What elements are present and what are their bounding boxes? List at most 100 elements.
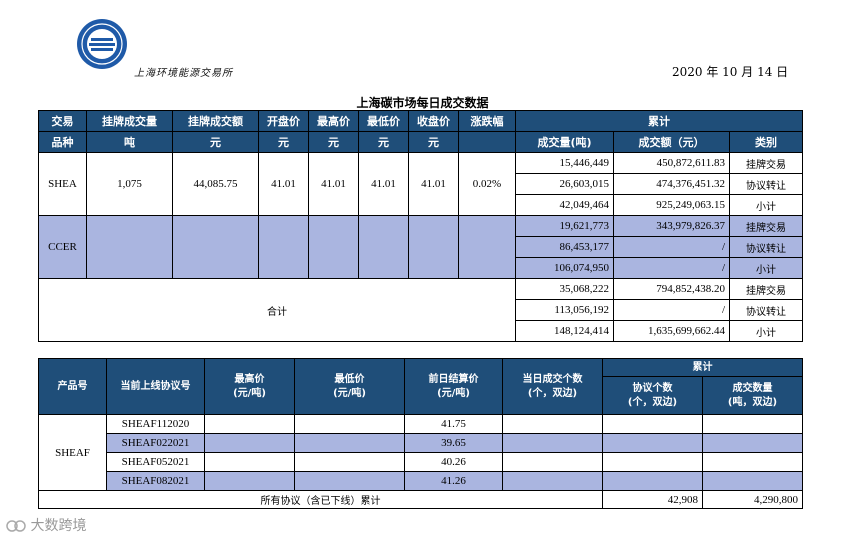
header-change: 涨跌幅 [458, 110, 516, 132]
contract-settle: 40.26 [404, 452, 503, 472]
contract-volume [702, 433, 803, 453]
header-settle-label: 前日结算价 [428, 373, 479, 385]
header-cum-volume: 成交量(吨) [515, 131, 614, 153]
contract-low [294, 452, 405, 472]
ccer-listed-volume [86, 215, 173, 279]
report-title: 上海碳市场每日成交数据 [356, 96, 489, 110]
ccer-listed-amount [172, 215, 259, 279]
watermark: 大数跨境 [6, 515, 86, 535]
header-agreements: 协议个数 (个，双边) [602, 376, 703, 415]
ccer-high [308, 215, 359, 279]
contract-count [502, 414, 603, 434]
contract-low [294, 471, 405, 491]
ccer-low [358, 215, 409, 279]
total-cum-amount: / [613, 299, 730, 321]
total-category: 协议转让 [728, 299, 804, 321]
watermark-text: 大数跨境 [30, 518, 87, 534]
contract-code: SHEAF082021 [106, 471, 205, 491]
ccer-cum-volume: 19,621,773 [515, 215, 614, 237]
header-settle-unit: (元/吨) [437, 387, 470, 399]
contract-settle: 41.75 [404, 414, 503, 434]
shea-cum-volume: 42,049,464 [515, 194, 614, 216]
total-cum-volume: 113,056,192 [515, 299, 614, 321]
header-low-label: 最低价 [334, 373, 365, 385]
ccer-cum-amount: / [613, 257, 730, 279]
contract-code: SHEAF112020 [106, 414, 205, 434]
header-count-label: 当日成交个数 [522, 373, 583, 385]
total-cum-amount: 794,852,438.20 [613, 278, 730, 300]
ccer-cum-amount: 343,979,826.37 [613, 215, 730, 237]
header-volume: 成交数量 (吨，双边) [702, 376, 803, 415]
ccer-cum-amount: / [613, 236, 730, 258]
ccer-change [458, 215, 516, 279]
contract-count [502, 452, 603, 472]
contract-agreements [602, 433, 703, 453]
contract-high [204, 471, 295, 491]
header-open: 开盘价 [258, 110, 309, 132]
header-cumulative: 累计 [514, 110, 804, 132]
shea-close: 41.01 [408, 152, 459, 216]
footer-label: 所有协议（含已下线）累计 [38, 490, 603, 509]
contract-agreements [602, 471, 703, 491]
header-unit-empty [458, 131, 516, 153]
header-unit-yuan: 元 [258, 131, 309, 153]
header-low-unit: (元/吨) [333, 387, 366, 399]
ccer-cum-volume: 86,453,177 [515, 236, 614, 258]
ccer-category: 小计 [728, 257, 804, 279]
header-agreements-label: 协议个数 [632, 382, 673, 394]
header-volume-label: 成交数量 [732, 382, 773, 394]
header-settle-price: 前日结算价 (元/吨) [404, 358, 503, 415]
contract-low [294, 414, 405, 434]
header-unit-yuan: 元 [172, 131, 259, 153]
header-listed-volume: 挂牌成交量 [86, 110, 173, 132]
header-unit-ton: 吨 [86, 131, 173, 153]
contract-agreements [602, 414, 703, 434]
contract-volume [702, 452, 803, 472]
contract-code: SHEAF052021 [106, 452, 205, 472]
total-category: 小计 [728, 320, 804, 342]
ccer-cum-volume: 106,074,950 [515, 257, 614, 279]
product-sheaf: SHEAF [38, 414, 107, 491]
report-date: 2020 年 10 月 14 日 [672, 65, 789, 79]
header-variety: 交易 [38, 110, 87, 132]
total-label: 合计 [38, 278, 516, 342]
header-count: 当日成交个数 (个，双边) [502, 358, 603, 415]
header-high-unit: (元/吨) [233, 387, 266, 399]
total-cum-volume: 35,068,222 [515, 278, 614, 300]
shea-listed-amount: 44,085.75 [172, 152, 259, 216]
header-category: 类别 [728, 131, 804, 153]
header-unit-yuan: 元 [408, 131, 459, 153]
header-product: 产品号 [38, 358, 107, 415]
header-low: 最低价 [358, 110, 409, 132]
contract-settle: 39.65 [404, 433, 503, 453]
header-cum-amount: 成交额（元） [613, 131, 730, 153]
shea-change: 0.02% [458, 152, 516, 216]
ccer-category: 挂牌交易 [728, 215, 804, 237]
shea-high: 41.01 [308, 152, 359, 216]
contract-count [502, 471, 603, 491]
footer-agreements: 42,908 [602, 490, 703, 509]
exchange-logo-text: 上海环境能源交易所 [134, 68, 233, 79]
ccer-close [408, 215, 459, 279]
shea-open: 41.01 [258, 152, 309, 216]
shea-category: 挂牌交易 [728, 152, 804, 174]
header-low-price: 最低价 (元/吨) [294, 358, 405, 415]
header-listed-amount: 挂牌成交额 [172, 110, 259, 132]
contract-high [204, 433, 295, 453]
watermark-logo-icon [6, 520, 26, 532]
header-unit-yuan: 元 [308, 131, 359, 153]
contract-code: SHEAF022021 [106, 433, 205, 453]
total-cum-volume: 148,124,414 [515, 320, 614, 342]
shea-category: 协议转让 [728, 173, 804, 195]
exchange-logo-icon [77, 19, 127, 69]
header-agreements-unit: (个，双边) [627, 396, 678, 408]
contract-high [204, 452, 295, 472]
contract-settle: 41.26 [404, 471, 503, 491]
shea-cum-amount: 474,376,451.32 [613, 173, 730, 195]
contract-volume [702, 471, 803, 491]
shea-listed-volume: 1,075 [86, 152, 173, 216]
contract-volume [702, 414, 803, 434]
daily-trade-table: 交易 挂牌成交量 挂牌成交额 开盘价 最高价 最低价 收盘价 涨跌幅 累计 品种… [38, 110, 804, 342]
header-unit-yuan: 元 [358, 131, 409, 153]
header-high-label: 最高价 [234, 373, 265, 385]
